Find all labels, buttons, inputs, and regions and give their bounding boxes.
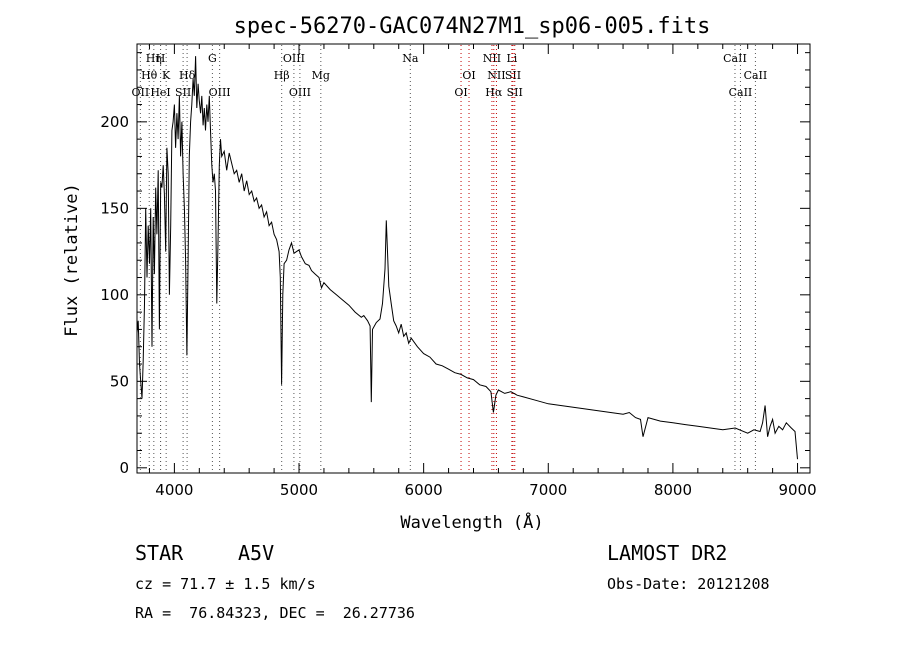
y-tick-label: 100 [100,286,129,304]
line-marker-label: Mg [312,69,330,82]
spectral-subclass: A5V [238,541,275,565]
x-tick-label: 8000 [654,481,692,499]
plot-axes: 4000 5000 6000 7000 8000 9000 0 50 100 150 200 [100,43,817,499]
line-marker-label: Li [506,52,517,65]
line-marker-label: CaII [723,52,747,65]
coordinates-readout: RA = 76.84323, DEC = 26.27736 [135,604,415,622]
line-marker-label: OIII [209,86,231,99]
x-tick-label: 7000 [529,481,567,499]
y-tick-label: 0 [119,459,129,477]
line-marker-label: OII [132,86,150,99]
line-marker-label: HeI [150,86,170,99]
line-marker-label: Hθ [141,69,158,82]
y-tick-label: 200 [100,113,129,131]
line-marker-label: SII [175,86,191,99]
line-marker-label: SII [505,69,521,82]
redshift-readout: cz = 71.7 ± 1.5 km/s [135,575,316,593]
plot-frame [136,43,811,474]
chart-title: spec-56270-GAC074N27M1_sp06-005.fits [234,14,711,39]
line-marker-label: OIII [289,86,311,99]
x-tick-label: 5000 [280,481,318,499]
line-marker-label: Hδ [179,69,196,82]
line-marker-label: Na [402,52,419,65]
line-marker-label: NII [487,69,505,82]
object-type: STAR [135,541,184,565]
line-marker-label: NII [483,52,501,65]
line-marker-label: H [156,52,166,65]
line-marker-label: G [208,52,217,65]
x-tick-label: 9000 [778,481,816,499]
line-marker-label: SII [507,86,523,99]
x-tick-label: 4000 [155,481,193,499]
spectrum-series-line [136,56,798,460]
line-marker-label: OI [462,69,475,82]
observation-date: Obs-Date: 20121208 [607,575,770,593]
x-tick-label: 6000 [405,481,443,499]
y-axis-label: Flux (relative) [62,183,82,337]
line-marker-label: CaII [744,69,768,82]
line-marker-label: OIII [283,52,305,65]
y-tick-label: 50 [110,372,129,390]
line-marker-label: K [162,69,171,82]
survey-name: LAMOST DR2 [607,541,728,565]
line-marker-label: CaII [729,86,753,99]
line-marker-label: Hη [146,52,162,65]
line-marker-label: Hβ [274,69,290,82]
line-marker-label: OI [454,86,467,99]
x-axis-label: Wavelength (Å) [400,511,543,533]
y-tick-label: 150 [100,199,129,217]
line-marker-label: Hα [485,86,503,99]
